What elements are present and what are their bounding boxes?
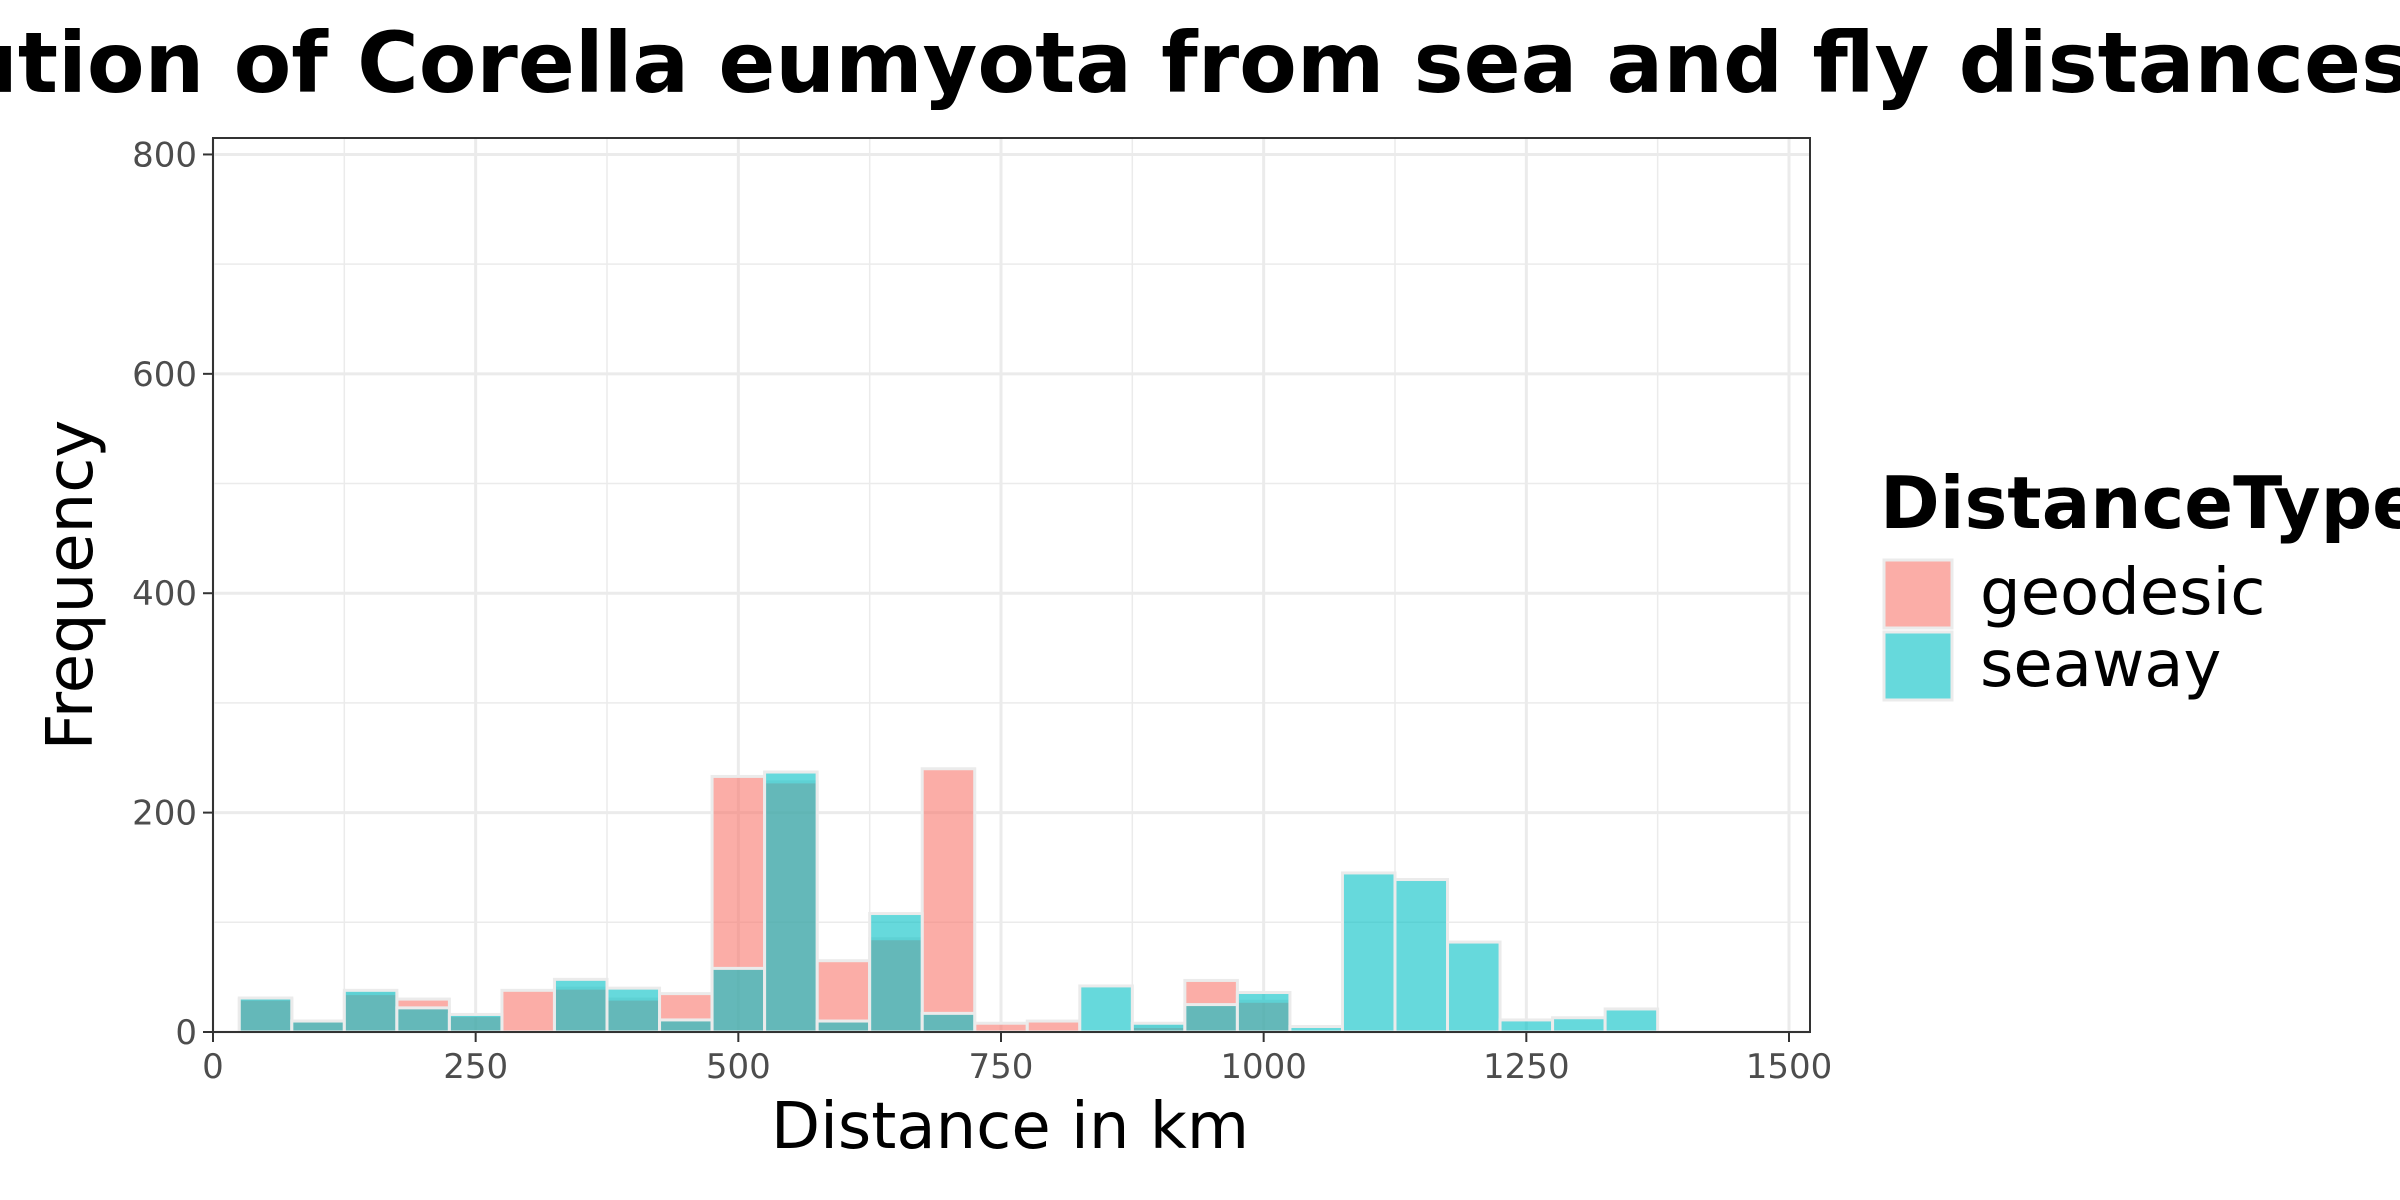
chart-title: Distribution of Corella eumyota from sea… — [0, 14, 2400, 112]
y-tick-label: 0 — [175, 1013, 197, 1053]
bar-seaway — [395, 1006, 451, 1034]
bar-seaway — [447, 1012, 504, 1034]
bar-geodesic — [500, 988, 556, 1034]
x-tick-label: 0 — [202, 1047, 224, 1087]
bar-seaway — [1446, 940, 1502, 1034]
y-tick-label: 200 — [132, 794, 197, 834]
legend-key-seaway — [1882, 630, 1954, 702]
legend-title: DistanceType — [1880, 461, 2400, 545]
bar-seaway — [710, 966, 767, 1034]
bar-seaway — [920, 1011, 977, 1034]
bar-seaway — [1078, 984, 1134, 1034]
x-tick-label: 1000 — [1220, 1047, 1307, 1087]
bar-seaway — [290, 1019, 346, 1034]
legend-key-geodesic — [1882, 558, 1954, 630]
grid-layer — [211, 138, 1810, 1034]
bar-seaway — [658, 1018, 714, 1034]
y-tick-label: 400 — [132, 574, 197, 614]
bar-seaway — [1393, 878, 1450, 1034]
x-axis-title: Distance in km — [771, 1090, 1249, 1164]
bar-seaway — [868, 912, 924, 1034]
bar-seaway — [1498, 1018, 1555, 1034]
x-tick-label: 250 — [443, 1047, 508, 1087]
x-tick-label: 750 — [969, 1047, 1034, 1087]
legend-label-geodesic: geodesic — [1980, 556, 2265, 630]
bar-seaway — [605, 986, 662, 1034]
bar-seaway — [1603, 1007, 1660, 1034]
bar-geodesic — [1025, 1019, 1082, 1034]
axes-layer: 0 250 500 750 1000 1250 1500 0 200 400 600 800 — [132, 135, 1832, 1087]
x-tick-label: 1500 — [1746, 1047, 1833, 1087]
bar-seaway — [1130, 1021, 1187, 1034]
x-tick-label: 1250 — [1483, 1047, 1570, 1087]
x-tick-label: 500 — [706, 1047, 771, 1087]
y-axis-title: Frequency — [34, 420, 108, 751]
bar-seaway — [1340, 871, 1397, 1034]
bar-seaway — [342, 988, 399, 1034]
y-tick-label: 600 — [132, 355, 197, 395]
bar-geodesic — [920, 767, 977, 1034]
bar-seaway — [1183, 1003, 1239, 1034]
legend-label-seaway: seaway — [1980, 628, 2221, 702]
panel-border — [212, 137, 1811, 1033]
bars-layer — [237, 767, 1660, 1034]
bar-geodesic — [973, 1021, 1029, 1034]
bar-seaway — [815, 1019, 872, 1034]
bar-seaway — [763, 770, 819, 1034]
bar-seaway — [237, 996, 294, 1034]
bar-seaway — [1235, 991, 1292, 1034]
bar-seaway — [1551, 1016, 1607, 1034]
bar-seaway — [552, 977, 609, 1034]
y-tick-label: 800 — [132, 135, 197, 175]
